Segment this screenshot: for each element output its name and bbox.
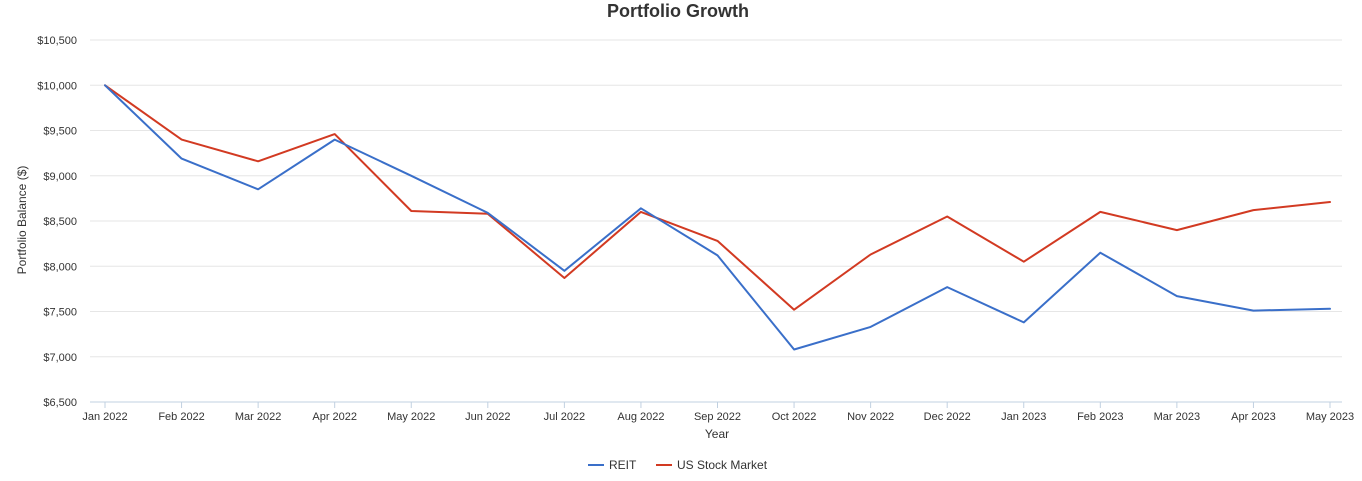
x-tick-label: Feb 2022 <box>158 411 204 423</box>
x-tick-label: May 2023 <box>1306 411 1354 423</box>
x-tick-label: Nov 2022 <box>847 411 894 423</box>
series-lines <box>104 84 1331 351</box>
series-line-us-stock-market[interactable] <box>104 84 1331 311</box>
x-tick-label: Jul 2022 <box>544 411 586 423</box>
x-tick-label: Feb 2023 <box>1077 411 1123 423</box>
y-tick-label: $7,500 <box>43 307 77 319</box>
x-tick-label: Apr 2023 <box>1231 411 1276 423</box>
x-tick-label: Mar 2023 <box>1154 411 1200 423</box>
legend-item[interactable]: US Stock Market <box>656 458 768 472</box>
y-axis-label: Portfolio Balance ($) <box>15 166 29 275</box>
y-tick-label: $7,000 <box>43 352 77 364</box>
chart-title: Portfolio Growth <box>607 1 749 21</box>
legend-label: US Stock Market <box>677 458 768 472</box>
x-tick-label: Dec 2022 <box>924 411 971 423</box>
y-tick-label: $8,000 <box>43 261 77 273</box>
x-tick-label: Aug 2022 <box>617 411 664 423</box>
x-axis-label: Year <box>705 427 729 441</box>
y-tick-label: $9,500 <box>43 126 77 138</box>
x-axis-ticks: Jan 2022 Feb 2022 Mar 2022 Apr 2022 May 2022… <box>82 402 1354 423</box>
y-tick-label: $10,000 <box>37 80 77 92</box>
x-tick-label: Mar 2022 <box>235 411 281 423</box>
y-tick-label: $10,500 <box>37 35 77 47</box>
y-tick-label: $9,000 <box>43 171 77 183</box>
legend-item[interactable]: REIT <box>588 458 637 472</box>
x-tick-label: Jan 2023 <box>1001 411 1046 423</box>
x-tick-label: Jun 2022 <box>465 411 510 423</box>
series-line-reit[interactable] <box>104 84 1331 351</box>
x-tick-label: Sep 2022 <box>694 411 741 423</box>
y-axis-ticks: $6,500 $7,000 $7,500 $8,000 $8,500 $9,000 $9,5… <box>37 35 77 409</box>
x-tick-label: Oct 2022 <box>772 411 817 423</box>
x-tick-label: May 2022 <box>387 411 435 423</box>
x-tick-label: Jan 2022 <box>82 411 127 423</box>
x-tick-label: Apr 2022 <box>312 411 357 423</box>
legend-label: REIT <box>609 458 637 472</box>
legend: REIT US Stock Market <box>588 458 768 472</box>
y-tick-label: $6,500 <box>43 397 77 409</box>
y-tick-label: $8,500 <box>43 216 77 228</box>
grid-lines <box>90 39 1342 358</box>
